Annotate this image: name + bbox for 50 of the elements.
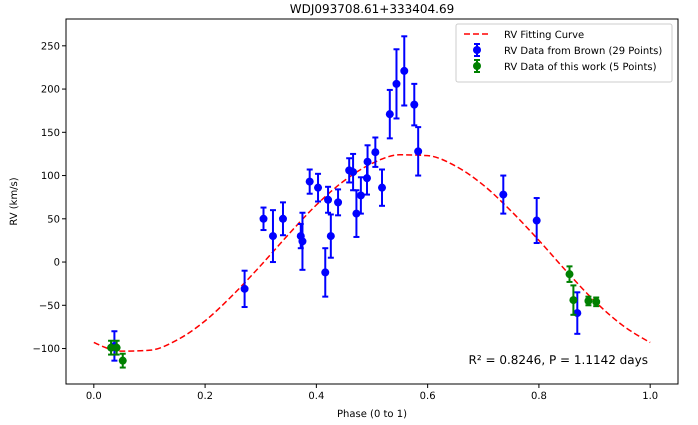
y-tick-label: −50 — [38, 300, 60, 312]
x-tick-label: 0.2 — [197, 391, 214, 402]
y-tick-label: 200 — [40, 84, 60, 96]
point — [569, 296, 578, 304]
point — [324, 196, 332, 204]
x-tick-label: 0.0 — [86, 391, 102, 402]
point — [268, 232, 277, 240]
point — [112, 344, 121, 352]
x-tick-label: 0.8 — [530, 391, 547, 402]
y-tick-label: −100 — [32, 344, 60, 356]
point — [298, 237, 306, 246]
y-tick-label: 50 — [47, 214, 60, 226]
point — [321, 268, 330, 276]
point — [410, 100, 418, 109]
y-tick-label: 150 — [40, 128, 60, 139]
point — [364, 158, 372, 166]
point — [566, 270, 574, 278]
chart-title: WDJ093708.61+333404.69 — [290, 2, 454, 16]
point — [371, 148, 380, 156]
y-tick-label: 250 — [40, 41, 60, 52]
legend-label: RV Fitting Curve — [504, 30, 584, 41]
point — [352, 210, 360, 218]
legend-label: RV Data from Brown (29 Points) — [504, 46, 662, 57]
point — [349, 168, 358, 176]
point — [532, 216, 541, 225]
point — [414, 147, 422, 156]
point — [314, 184, 322, 192]
point — [278, 214, 287, 223]
point — [326, 232, 335, 240]
point — [499, 190, 508, 199]
line-series — [93, 154, 651, 352]
point — [260, 214, 268, 223]
x-tick-label: 0.6 — [420, 391, 436, 402]
point — [240, 284, 249, 293]
x-tick-label: 1.0 — [642, 391, 658, 402]
point — [392, 80, 400, 88]
point — [400, 66, 408, 75]
x-tick-label: 0.4 — [308, 391, 324, 402]
x-axis-title: Phase (0 to 1) — [337, 409, 408, 420]
point — [356, 191, 365, 200]
annotation: R² = 0.8246, P = 1.1142 days — [468, 353, 648, 367]
y-axis-title: RV (km/s) — [9, 177, 20, 226]
y-tick-label: 0 — [54, 258, 60, 269]
y-tick-label: 100 — [40, 171, 60, 182]
point — [118, 356, 127, 365]
point — [386, 110, 394, 118]
legend-label: RV Data of this work (5 Points) — [504, 62, 657, 73]
point — [378, 184, 386, 192]
point — [334, 198, 342, 206]
point — [306, 178, 314, 186]
